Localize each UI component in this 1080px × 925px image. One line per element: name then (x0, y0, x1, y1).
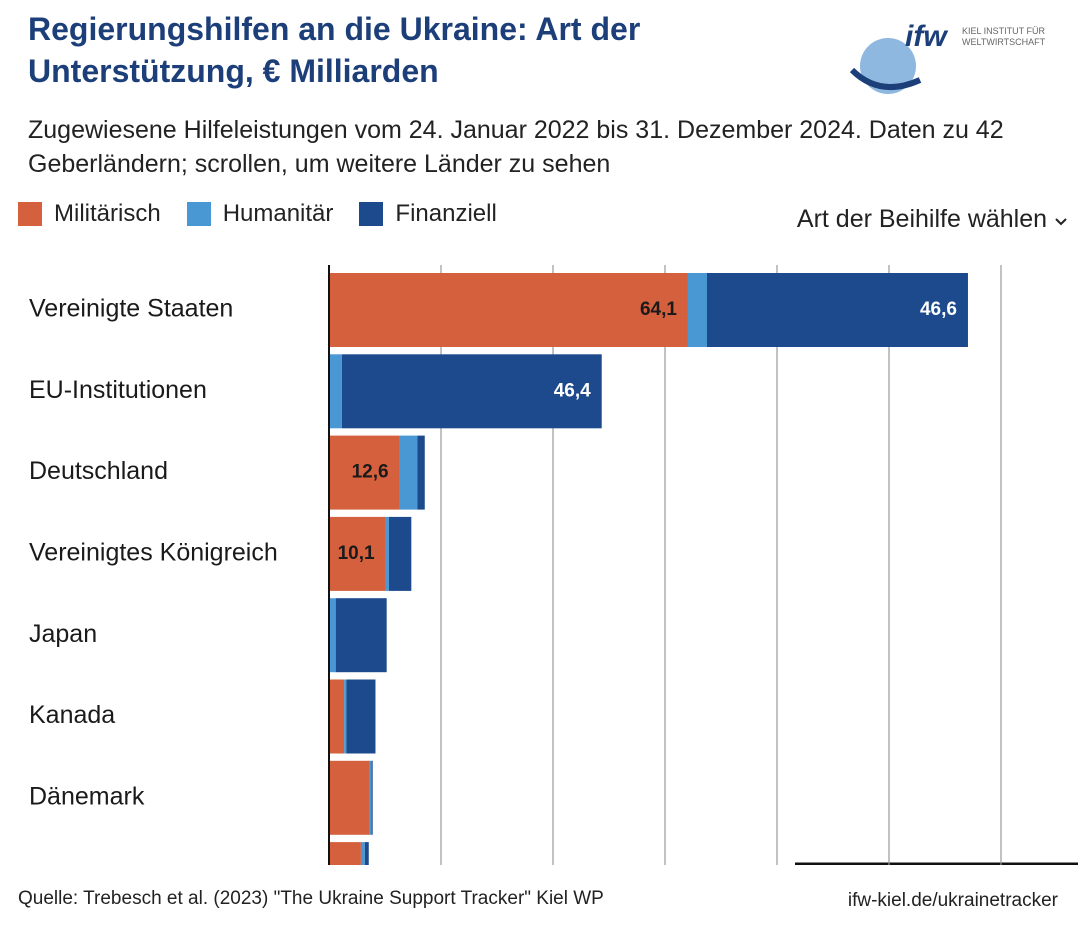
logo-line: KIEL INSTITUT FÜR (962, 26, 1046, 36)
bar-segment (399, 435, 418, 510)
legend-item: Militärisch (18, 200, 161, 228)
bar-segment (329, 354, 342, 429)
legend: Militärisch Humanitär Finanziell (18, 200, 497, 228)
legend-label: Militärisch (54, 200, 161, 227)
category-label: EU-Institutionen (29, 376, 207, 404)
chevron[interactable] (1054, 217, 1068, 227)
bar-segment (329, 842, 361, 865)
bar-segment (329, 435, 400, 510)
bar-segment (344, 679, 347, 754)
bar-segment (329, 516, 386, 591)
legend-item: Humanitär (186, 200, 334, 228)
bar-segment (707, 273, 968, 347)
value-label: 46,4 (554, 380, 591, 401)
bar-segment (329, 598, 336, 673)
bar-segment (329, 679, 345, 754)
legend-label: Finanziell (395, 200, 497, 227)
bar-segment (417, 435, 425, 510)
logo: ifw KIEL INSTITUT FÜR WELTWIRTSCHAFT (850, 20, 1046, 94)
legend-swatch (186, 202, 211, 226)
category-label: Vereinigtes Königreich (29, 539, 278, 567)
bar-segment (371, 760, 373, 835)
bar-segment (341, 354, 602, 429)
value-label: 46,6 (920, 299, 957, 320)
bar-segment (329, 760, 370, 835)
value-label: 64,1 (640, 299, 677, 320)
subtitle: Zugewiesene Hilfeleistungen vom 24. Janu… (28, 116, 1004, 178)
category-label: Vereinigte Staaten (29, 295, 233, 323)
value-label: 12,6 (352, 462, 389, 483)
logo-line: WELTWIRTSCHAFT (962, 37, 1046, 47)
link[interactable]: ifw-kiel.de/ukrainetracker (847, 890, 1058, 911)
dropdown-label[interactable]: Art der Beihilfe wählen (796, 205, 1048, 233)
legend-item: Finanziell (359, 200, 497, 228)
bar-segment (364, 842, 369, 865)
bar-segment (388, 516, 412, 591)
logo-swoosh (850, 67, 922, 90)
source: Quelle: Trebesch et al. (2023) "The Ukra… (18, 888, 604, 909)
category-label: Deutschland (29, 457, 168, 485)
title: Regierungshilfen an die Ukraine: Art der… (28, 11, 641, 89)
dropdown[interactable]: Art der Beihilfe wählen (797, 205, 1068, 234)
legend-label: Humanitär (222, 200, 334, 227)
chart: Vereinigte Staaten 64,1 46,6 EU-Institution… (29, 265, 1078, 865)
category-label: Dänemark (29, 782, 145, 810)
bar-segment (360, 842, 365, 865)
category-label: Japan (29, 620, 97, 648)
bar-segment (687, 273, 707, 347)
legend-swatch (359, 202, 384, 226)
bar-segment (329, 273, 688, 347)
logo-globe (860, 38, 916, 94)
value-label: 10,1 (338, 543, 375, 564)
bar-segment (335, 598, 387, 673)
bar-segment (385, 516, 389, 591)
category-label: Kanada (29, 701, 115, 729)
legend-swatch (18, 202, 42, 226)
bar-segment (369, 760, 372, 835)
bar-segment (346, 679, 376, 754)
logo-mark: ifw (905, 20, 948, 53)
